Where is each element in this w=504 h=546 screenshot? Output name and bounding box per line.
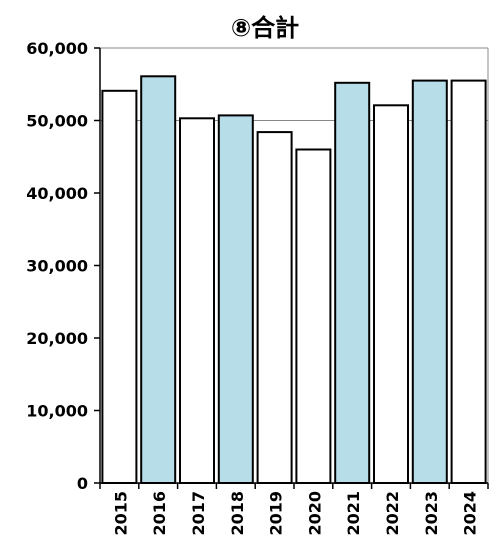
bar-2018 — [217, 114, 254, 485]
bars — [101, 75, 487, 485]
y-tick-label: 30,000 — [26, 257, 88, 276]
y-tick-label: 0 — [77, 474, 88, 493]
x-tick-label-2022: 2022 — [383, 491, 402, 536]
x-tick-label-2016: 2016 — [150, 491, 169, 536]
bar-2024 — [450, 79, 487, 484]
y-tick-label: 20,000 — [26, 329, 88, 348]
x-tick-label-2020: 2020 — [305, 491, 324, 536]
bar-2019 — [256, 131, 293, 484]
x-tick-label-2021: 2021 — [344, 491, 363, 536]
x-tick-label-2023: 2023 — [422, 491, 441, 536]
bar-2021 — [334, 81, 371, 485]
bar-2020 — [295, 148, 332, 484]
x-tick-label-2024: 2024 — [461, 491, 480, 536]
x-tick-labels: 2015 2016 2017 2018 2019 2020 2021 2022 2023 2024 — [99, 483, 489, 536]
y-tick-label: 60,000 — [26, 39, 88, 58]
bar-2023 — [411, 79, 448, 484]
x-tick-label-2019: 2019 — [267, 491, 286, 536]
y-tick-labels: 0 10,000 20,000 30,000 40,000 50,000 60,000 — [26, 39, 100, 493]
bar-2015 — [101, 89, 138, 485]
x-tick-label-2018: 2018 — [228, 491, 247, 536]
bar-2017 — [179, 117, 215, 485]
bar-2016 — [140, 75, 177, 485]
chart-title: ⑧合計 — [231, 14, 299, 42]
x-tick-label-2015: 2015 — [111, 491, 130, 536]
y-tick-label: 50,000 — [26, 112, 88, 131]
y-tick-label: 10,000 — [26, 402, 88, 421]
bar-2022 — [373, 104, 409, 485]
x-tick-label-2017: 2017 — [189, 491, 208, 536]
y-tick-label: 40,000 — [26, 184, 88, 203]
